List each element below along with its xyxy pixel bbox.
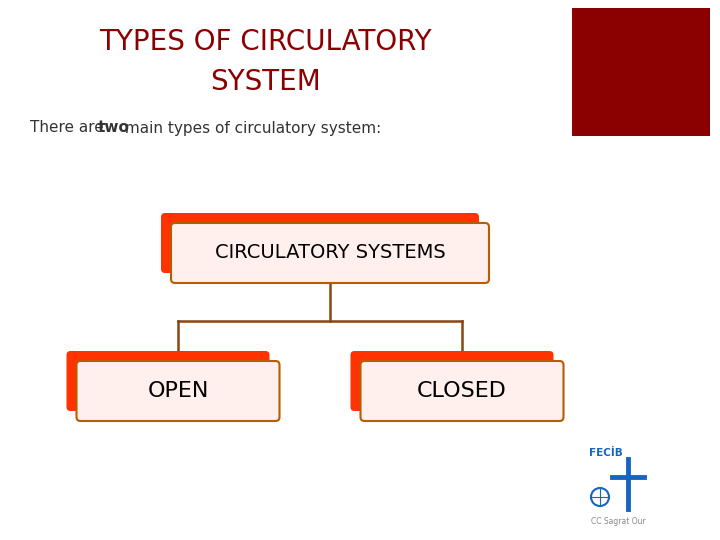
FancyBboxPatch shape [66,351,269,411]
Text: SYSTEM: SYSTEM [210,68,320,96]
Text: CLOSED: CLOSED [417,381,507,401]
Text: CIRCULATORY SYSTEMS: CIRCULATORY SYSTEMS [215,244,446,262]
FancyBboxPatch shape [572,8,710,136]
Text: There are: There are [30,120,109,136]
Text: TYPES OF CIRCULATORY: TYPES OF CIRCULATORY [99,28,431,56]
Text: OPEN: OPEN [148,381,209,401]
FancyBboxPatch shape [76,361,279,421]
Text: CC Sagrat Our: CC Sagrat Our [590,516,645,525]
FancyBboxPatch shape [161,213,479,273]
Text: FECİB: FECİB [589,448,623,458]
Text: two: two [98,120,130,136]
FancyBboxPatch shape [171,223,489,283]
Text: main types of circulatory system:: main types of circulatory system: [120,120,382,136]
FancyBboxPatch shape [351,351,554,411]
FancyBboxPatch shape [361,361,564,421]
